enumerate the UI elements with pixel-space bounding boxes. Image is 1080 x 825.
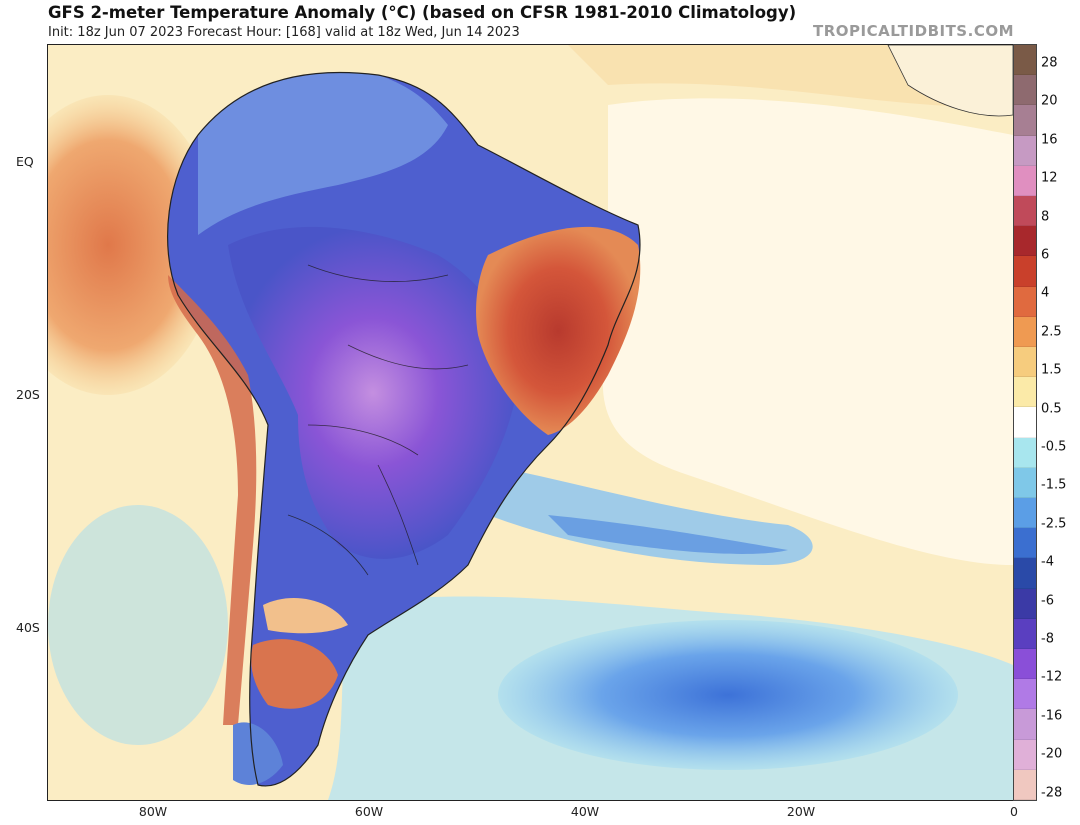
northeast-brazil-warm-anomaly bbox=[476, 226, 641, 435]
andes-warm-strip bbox=[168, 275, 257, 725]
colorbar-segment bbox=[1014, 196, 1036, 227]
lon-label-40w: 40W bbox=[570, 804, 600, 819]
patagonia-warm-anomaly bbox=[251, 639, 338, 709]
coastline bbox=[166, 72, 641, 787]
colorbar-label: -0.5 bbox=[1041, 439, 1067, 455]
colorbar-label: 2.5 bbox=[1041, 324, 1062, 340]
colorbar-segment bbox=[1014, 528, 1036, 559]
colorbar-label: -1.5 bbox=[1041, 477, 1067, 493]
colorbar-label: 16 bbox=[1041, 132, 1058, 148]
colorbar-segment bbox=[1014, 316, 1036, 348]
colorbar-label: 0.5 bbox=[1041, 401, 1062, 417]
colorbar-segment bbox=[1014, 498, 1036, 529]
lon-label-60w: 60W bbox=[354, 804, 384, 819]
map-canvas bbox=[48, 45, 1013, 800]
lon-label-80w: 80W bbox=[138, 804, 168, 819]
colorbar-segment bbox=[1014, 256, 1036, 287]
interior-cold-anomaly bbox=[228, 226, 518, 559]
colorbar-label: -16 bbox=[1041, 708, 1063, 724]
anomaly-map bbox=[47, 44, 1014, 801]
colorbar-label: 8 bbox=[1041, 209, 1050, 225]
colorbar bbox=[1013, 44, 1037, 801]
colorbar-segment bbox=[1014, 437, 1036, 468]
forecast-info: Init: 18z Jun 07 2023 Forecast Hour: [16… bbox=[48, 25, 520, 40]
colorbar-segment bbox=[1014, 679, 1036, 710]
africa-coast bbox=[887, 45, 1013, 117]
map-title: GFS 2-meter Temperature Anomaly (°C) (ba… bbox=[48, 3, 797, 22]
colorbar-label: -20 bbox=[1041, 746, 1063, 762]
pacific-cool-anomaly bbox=[48, 505, 228, 745]
colorbar-segment bbox=[1014, 286, 1036, 317]
colorbar-label: -4 bbox=[1041, 554, 1054, 570]
colorbar-segment bbox=[1014, 347, 1036, 378]
colorbar-label: 6 bbox=[1041, 247, 1050, 263]
atlantic-cold-core bbox=[548, 515, 788, 555]
colorbar-label: -12 bbox=[1041, 669, 1063, 685]
colorbar-segment bbox=[1014, 618, 1036, 650]
pacific-warm-anomaly bbox=[48, 95, 218, 395]
colorbar-label: 1.5 bbox=[1041, 362, 1062, 378]
atlantic-cold-band bbox=[488, 465, 813, 565]
colorbar-segment bbox=[1014, 649, 1036, 680]
colorbar-segment bbox=[1014, 377, 1036, 408]
colorbar-segment bbox=[1014, 558, 1036, 589]
colorbar-segment bbox=[1014, 75, 1036, 106]
colorbar-segment bbox=[1014, 769, 1036, 801]
colorbar-label: 28 bbox=[1041, 55, 1058, 71]
colorbar-segment bbox=[1014, 709, 1036, 740]
colorbar-segment bbox=[1014, 467, 1036, 499]
colorbar-label: -6 bbox=[1041, 593, 1054, 609]
atlantic-neutral-area bbox=[602, 98, 1013, 565]
colorbar-label: -28 bbox=[1041, 785, 1063, 801]
lon-label-0: 0 bbox=[1010, 804, 1018, 819]
lon-label-20w: 20W bbox=[786, 804, 816, 819]
colorbar-segment bbox=[1014, 105, 1036, 136]
colorbar-label: -2.5 bbox=[1041, 516, 1067, 532]
source-credit[interactable]: TROPICALTIDBITS.COM bbox=[813, 22, 1014, 40]
colorbar-segment bbox=[1014, 226, 1036, 257]
colorbar-segment bbox=[1014, 135, 1036, 166]
colorbar-label: 20 bbox=[1041, 93, 1058, 109]
lat-label-eq: EQ bbox=[16, 154, 34, 169]
colorbar-segment bbox=[1014, 588, 1036, 619]
colorbar-label: 4 bbox=[1041, 285, 1050, 301]
south-atlantic-cold-anomaly bbox=[498, 620, 958, 770]
argentina-warm-area bbox=[263, 597, 348, 634]
southern-tip-cold bbox=[233, 722, 283, 785]
colorbar-label: -8 bbox=[1041, 631, 1054, 647]
colorbar-segment bbox=[1014, 739, 1036, 770]
lat-label-20s: 20S bbox=[16, 387, 40, 402]
country-borders bbox=[287, 264, 469, 576]
lat-label-40s: 40S bbox=[16, 620, 40, 635]
colorbar-segment bbox=[1014, 165, 1036, 197]
northern-cool-area bbox=[198, 72, 448, 235]
colorbar-segment bbox=[1014, 45, 1036, 76]
colorbar-segment bbox=[1014, 407, 1036, 438]
colorbar-label: 12 bbox=[1041, 170, 1058, 186]
